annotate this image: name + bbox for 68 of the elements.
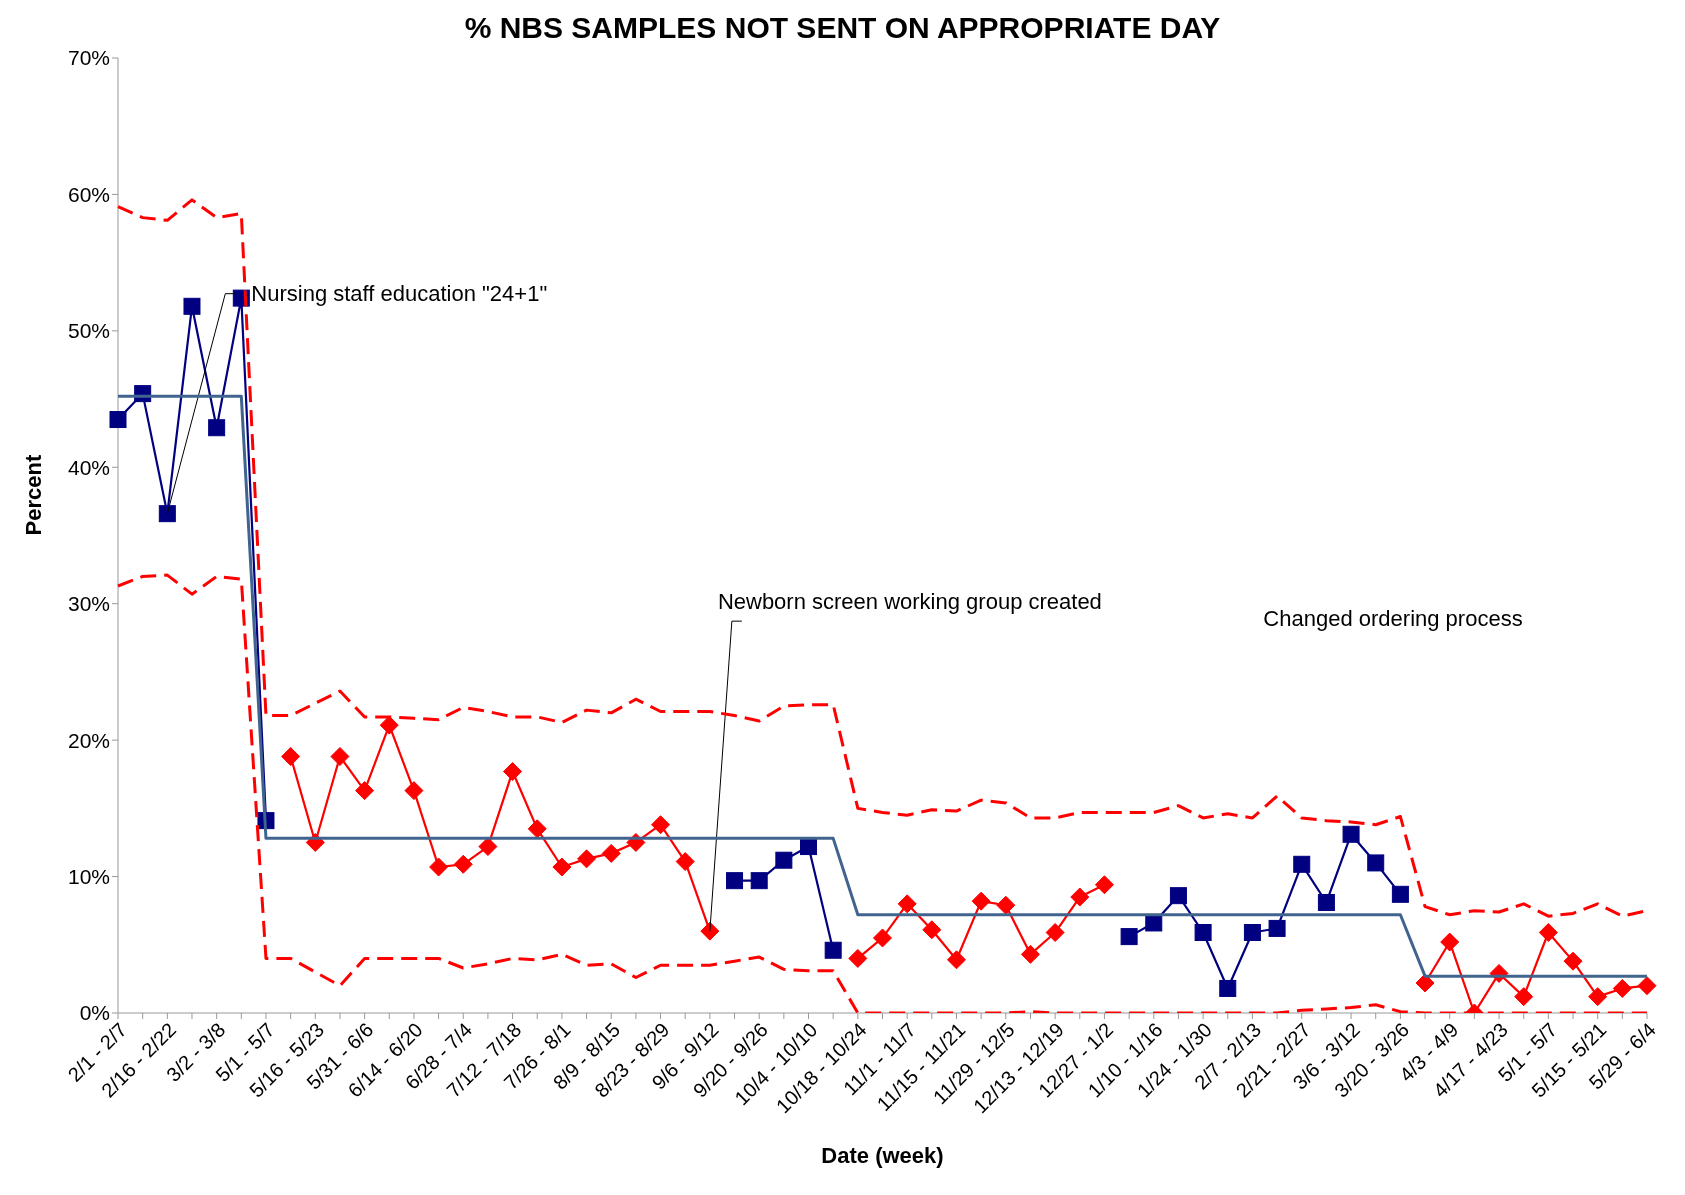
y-tick-label: 40% (67, 455, 110, 479)
point (1514, 987, 1534, 1007)
point (355, 781, 375, 801)
point (1588, 987, 1608, 1007)
point (1194, 924, 1212, 942)
point (1145, 914, 1163, 932)
point (824, 941, 842, 959)
annotation: Changed ordering process (1262, 606, 1524, 632)
point (503, 762, 523, 782)
point (1268, 919, 1286, 937)
point (577, 849, 597, 869)
point (1020, 944, 1040, 964)
point (1538, 923, 1558, 943)
point (1243, 924, 1261, 942)
point (922, 920, 942, 940)
point (1219, 979, 1237, 997)
point (478, 837, 498, 857)
point (897, 894, 917, 914)
point (946, 950, 966, 970)
point (971, 891, 991, 911)
point (330, 747, 350, 767)
point (1293, 855, 1311, 873)
point (1070, 887, 1090, 907)
point (1317, 893, 1335, 911)
point (281, 747, 301, 767)
point (208, 419, 226, 437)
point (527, 819, 547, 839)
point (1391, 885, 1409, 903)
x-axis-title: Date (week) (821, 1143, 944, 1168)
y-tick-label: 70% (67, 46, 110, 70)
point (601, 843, 621, 863)
y-axis-title: Percent (20, 454, 46, 536)
point (379, 715, 399, 735)
point (996, 895, 1016, 915)
point (453, 854, 473, 874)
point (1094, 875, 1114, 895)
y-tick-label: 50% (67, 319, 110, 343)
point (651, 815, 671, 835)
point (552, 857, 572, 877)
y-tick-label: 60% (67, 182, 110, 206)
point (1120, 928, 1138, 946)
point (1367, 854, 1385, 872)
point (750, 872, 768, 890)
point (700, 921, 720, 941)
annotation: Newborn screen working group created (717, 588, 1102, 614)
y-tick-label: 30% (67, 592, 110, 616)
point (158, 505, 176, 523)
point (183, 297, 201, 315)
point (109, 411, 127, 429)
annotation: Nursing staff education "24+1" (251, 281, 548, 307)
point (1045, 923, 1065, 943)
point (404, 781, 424, 801)
y-tick-label: 10% (67, 865, 110, 889)
point (675, 852, 695, 872)
point (848, 948, 868, 968)
point (1637, 976, 1657, 996)
point (873, 928, 892, 948)
point (1440, 932, 1460, 952)
point (1169, 887, 1187, 905)
point (726, 872, 744, 890)
y-tick-label: 0% (79, 1001, 110, 1025)
point (1612, 978, 1632, 998)
point (1342, 825, 1360, 843)
point (775, 851, 793, 869)
y-tick-label: 20% (67, 728, 110, 752)
point (429, 857, 449, 877)
chart-title: % NBS SAMPLES NOT SENT ON APPROPRIATE DAY (463, 10, 1222, 46)
point (1563, 951, 1583, 971)
